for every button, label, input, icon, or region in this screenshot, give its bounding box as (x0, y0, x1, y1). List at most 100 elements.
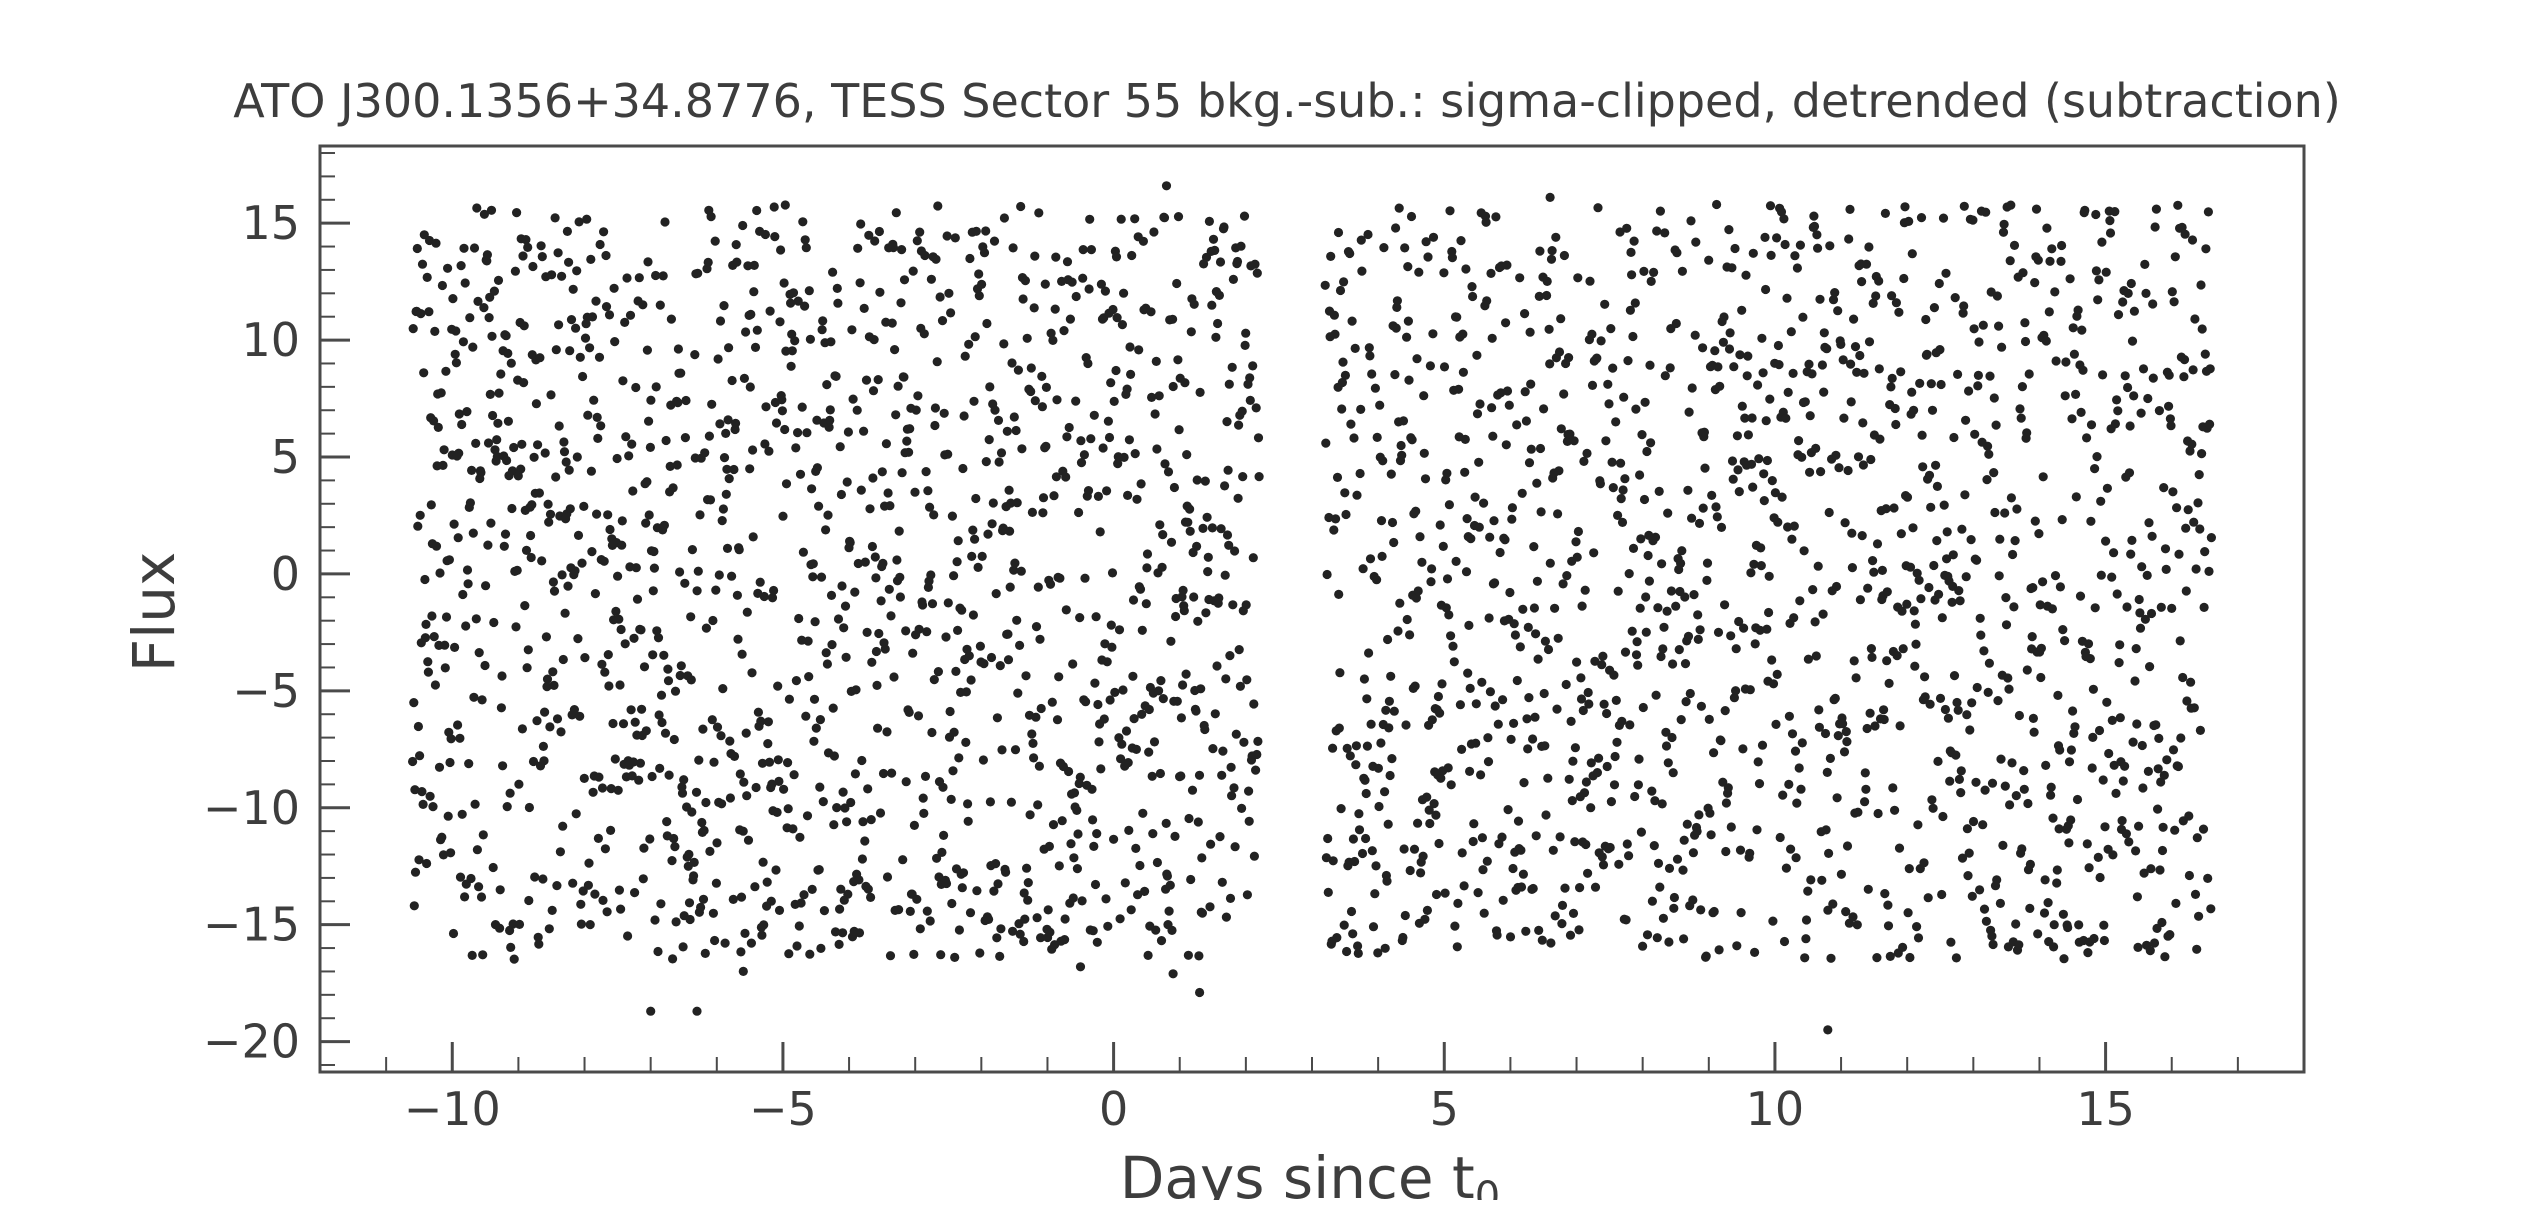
data-point (1532, 478, 1542, 488)
data-point (1330, 329, 1340, 339)
data-point (1403, 316, 1413, 326)
data-point (2022, 428, 2032, 438)
data-point (638, 874, 648, 884)
data-point (590, 889, 600, 899)
data-point (2071, 492, 2081, 502)
data-point (1768, 916, 1778, 926)
data-point (648, 650, 658, 660)
data-point (613, 571, 623, 581)
data-point (1625, 720, 1635, 730)
data-point (655, 763, 665, 774)
data-point (1866, 644, 1876, 654)
data-point (1949, 671, 1960, 681)
data-point (415, 510, 425, 520)
data-point (477, 695, 487, 705)
data-point (1237, 803, 1247, 814)
data-point (2143, 766, 2153, 777)
data-point (2080, 205, 2090, 215)
data-point (1924, 470, 1935, 480)
data-point (1061, 472, 1071, 482)
data-point (1072, 864, 1082, 874)
data-point (1075, 772, 1085, 782)
data-point (909, 820, 920, 831)
data-point (982, 318, 992, 329)
data-point (843, 427, 854, 437)
data-point (1509, 718, 1519, 729)
data-point (627, 439, 637, 449)
data-point (1536, 507, 1546, 517)
data-point (1045, 579, 1056, 589)
data-point (1781, 413, 1791, 423)
data-point (459, 243, 469, 253)
data-point (1023, 878, 1033, 888)
data-point (467, 950, 477, 961)
data-point (2035, 600, 2045, 610)
data-point (1579, 456, 1589, 466)
data-point (529, 452, 539, 462)
data-point (1630, 791, 1640, 802)
data-point (1806, 875, 1816, 885)
y-tick-label: 0 (271, 547, 300, 601)
data-point (2105, 228, 2116, 238)
data-point (1076, 458, 1087, 468)
data-point (1933, 756, 1943, 767)
data-point (1126, 905, 1136, 915)
data-point (1611, 417, 1621, 427)
data-point (720, 938, 730, 948)
data-point (575, 711, 585, 721)
outlier-point (1545, 192, 1555, 202)
data-point (1207, 523, 1217, 533)
data-point (1922, 349, 1932, 359)
data-point (987, 519, 997, 529)
data-point (461, 621, 471, 631)
data-point (1843, 465, 1853, 476)
data-point (1617, 517, 1628, 528)
data-point (1637, 430, 1647, 440)
data-point (915, 924, 925, 934)
data-point (804, 672, 814, 682)
data-point (2016, 413, 2026, 423)
data-point (1152, 857, 1162, 868)
data-point (1593, 203, 1603, 213)
data-point (1067, 277, 1077, 287)
data-point (641, 518, 651, 528)
data-point (1672, 248, 1682, 258)
data-point (1322, 569, 1332, 580)
data-point (834, 939, 844, 950)
data-point (1143, 950, 1153, 961)
data-point (538, 874, 548, 884)
data-point (994, 457, 1004, 467)
data-point (975, 948, 985, 958)
data-point (715, 316, 726, 326)
data-point (963, 816, 973, 826)
data-point (1583, 687, 1593, 698)
data-point (471, 438, 481, 448)
data-point (457, 419, 467, 430)
data-point (2082, 433, 2092, 443)
data-point (1633, 780, 1643, 790)
data-point (1040, 279, 1050, 289)
data-point (950, 233, 960, 243)
data-point (1192, 541, 1202, 552)
data-point (2001, 620, 2012, 630)
data-point (2096, 496, 2106, 506)
data-point (1245, 373, 1255, 383)
data-point (496, 369, 506, 379)
data-point (897, 245, 907, 255)
data-point (1046, 328, 1056, 338)
data-point (721, 489, 731, 499)
data-point (1753, 380, 1763, 390)
data-point (1166, 537, 1177, 547)
data-point (671, 917, 681, 927)
data-point (1071, 396, 1081, 406)
data-point (719, 453, 730, 463)
data-point (1912, 568, 1922, 578)
data-point (1477, 677, 1487, 687)
data-point (1731, 644, 1741, 654)
data-point (431, 238, 441, 248)
data-point (878, 558, 888, 569)
data-point (1359, 674, 1369, 684)
data-point (1824, 507, 1834, 518)
data-point (1546, 254, 1557, 264)
data-point (776, 245, 786, 255)
